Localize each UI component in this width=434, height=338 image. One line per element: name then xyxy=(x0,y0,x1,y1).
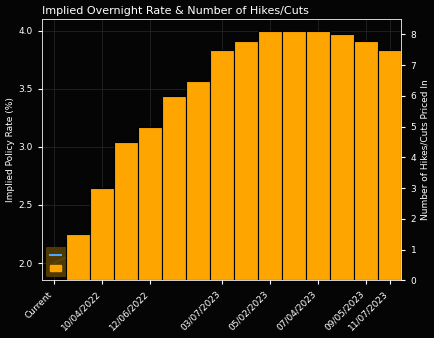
Bar xyxy=(161,96,185,281)
Bar xyxy=(257,31,281,281)
Bar xyxy=(329,34,353,281)
Text: Implied Overnight Rate & Number of Hikes/Cuts: Implied Overnight Rate & Number of Hikes… xyxy=(42,5,308,16)
Bar xyxy=(233,41,257,281)
Bar xyxy=(185,80,209,281)
Bar xyxy=(114,142,138,281)
Legend: Implied Policy Rate (%), Number of Hikes/Cuts Priced In: Implied Policy Rate (%), Number of Hikes… xyxy=(46,247,190,276)
Bar xyxy=(281,31,305,281)
Bar xyxy=(66,234,90,281)
Y-axis label: Implied Policy Rate (%): Implied Policy Rate (%) xyxy=(6,97,14,202)
Bar xyxy=(305,31,329,281)
Y-axis label: Number of Hikes/Cuts Priced In: Number of Hikes/Cuts Priced In xyxy=(420,79,428,220)
Bar xyxy=(138,127,161,281)
Bar xyxy=(90,188,114,281)
Bar xyxy=(377,50,401,281)
Bar xyxy=(353,41,377,281)
Bar xyxy=(209,50,233,281)
